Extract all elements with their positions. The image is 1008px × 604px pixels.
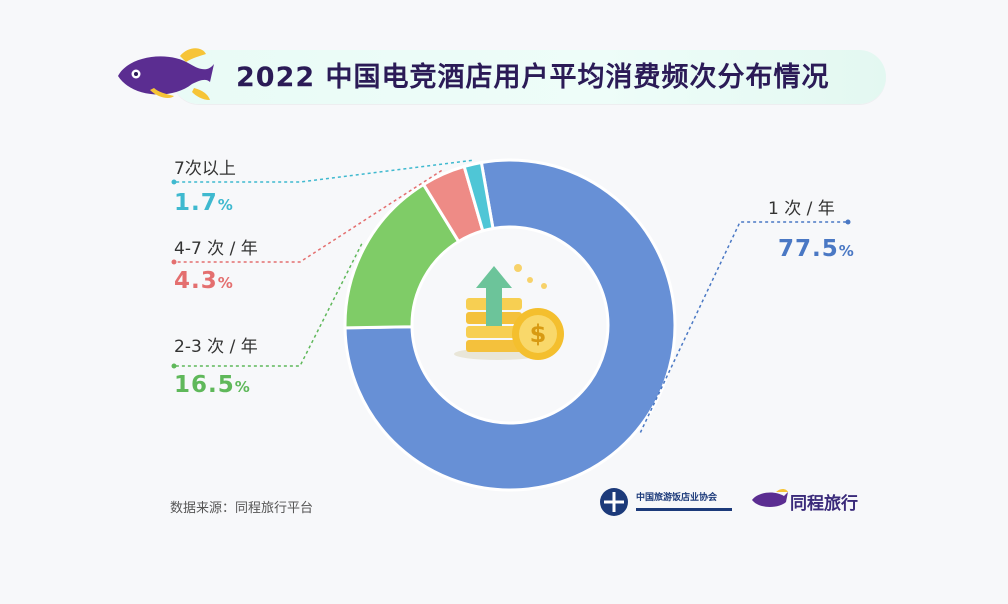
leader-four-seven <box>174 169 443 263</box>
brand-logo-text: 同程旅行 <box>790 494 858 514</box>
pct-four-seven-value: 4.3 <box>174 268 218 294</box>
slice-seven-plus <box>462 160 495 233</box>
pct-once-value: 77.5 <box>778 236 839 262</box>
association-logo-text: 中国旅游饭店业协会 <box>636 493 718 503</box>
leader-four-seven-dot <box>171 259 177 265</box>
pct-once-sign: % <box>838 242 855 260</box>
svg-text:$: $ <box>530 320 547 348</box>
label-four-seven: 4-7 次 / 年 <box>174 239 258 259</box>
donut-slices <box>343 158 677 492</box>
pct-two-three: 16.5% <box>174 372 251 398</box>
leader-two-three-dot <box>171 363 177 369</box>
label-two-three: 2-3 次 / 年 <box>174 337 258 357</box>
label-seven-plus: 7次以上 <box>174 159 236 179</box>
leader-once-dot <box>845 219 851 225</box>
slice-once <box>343 158 677 492</box>
association-logo-icon <box>600 488 732 516</box>
label-once: 1 次 / 年 <box>768 199 835 219</box>
brand-logo-icon <box>752 489 788 507</box>
title-banner <box>172 50 886 104</box>
pct-four-seven: 4.3% <box>174 268 234 294</box>
coins-icon: $ <box>454 264 564 360</box>
data-source-note: 数据来源：同程旅行平台 <box>170 501 314 516</box>
pct-seven-plus-sign: % <box>217 196 234 214</box>
page-title: 2022 中国电竞酒店用户平均消费频次分布情况 <box>236 62 830 93</box>
pct-seven-plus-value: 1.7 <box>174 190 218 216</box>
leader-lines <box>171 159 851 433</box>
pct-two-three-value: 16.5 <box>174 372 235 398</box>
pct-four-seven-sign: % <box>217 274 234 292</box>
pct-seven-plus: 1.7% <box>174 190 234 216</box>
mascot-fish-icon <box>118 48 214 100</box>
leader-seven-plus-dot <box>171 179 177 185</box>
pct-once: 77.5% <box>778 236 855 262</box>
pct-two-three-sign: % <box>234 378 251 396</box>
